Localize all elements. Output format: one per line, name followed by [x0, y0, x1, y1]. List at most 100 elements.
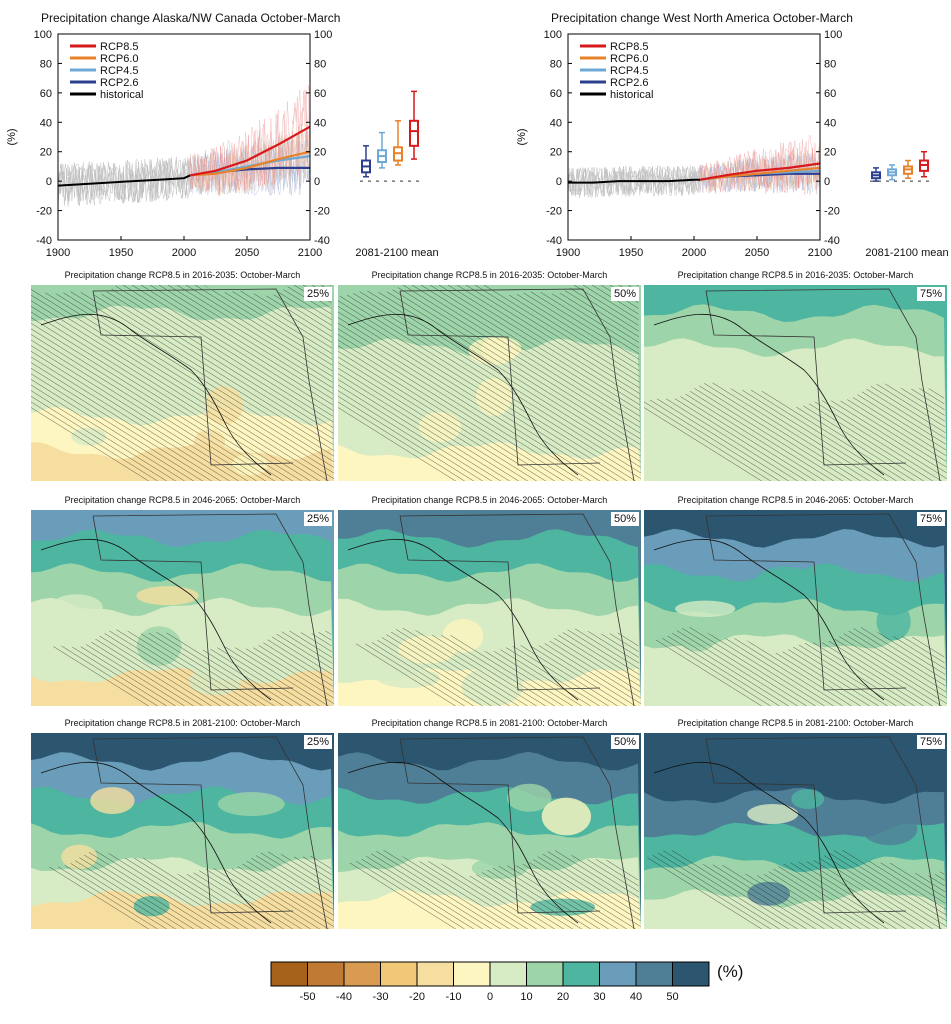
ts1-box-label: 2081-2100 mean	[355, 247, 438, 259]
map-hatching	[338, 285, 641, 481]
map-svg	[31, 733, 334, 929]
map-blob	[747, 804, 799, 824]
ts2-ytick-label-right: 40	[824, 117, 836, 129]
map-row-title: Precipitation change RCP8.5 in 2046-2065…	[371, 495, 608, 505]
ts1-xtick-label: 2000	[172, 247, 196, 259]
map-panel: 25%	[31, 510, 334, 706]
ts2-rcp-member	[700, 147, 821, 193]
ts2-xtick-label: 2100	[808, 247, 832, 259]
colorbar-label: -10	[446, 991, 462, 1001]
ts1-xtick-label: 1950	[109, 247, 133, 259]
colorbar-label: 10	[520, 991, 532, 1001]
ts1-ytick-label-right: 0	[314, 176, 320, 188]
region-boundary	[92, 513, 328, 706]
ts2-ytick-label: -40	[546, 235, 562, 247]
map-blob	[204, 386, 243, 425]
ts2-ytick-label-right: -20	[824, 206, 840, 218]
colorbar-swatch	[562, 961, 600, 987]
map-band	[644, 443, 947, 481]
map-svg	[644, 510, 947, 706]
ts1-xtick-label: 2100	[298, 247, 322, 259]
ts1-rcp-member	[190, 128, 311, 193]
percentile-label: 50%	[610, 512, 639, 526]
region-boundary	[399, 738, 601, 914]
colorbar-label: -20	[409, 991, 425, 1001]
colorbar-label: 50	[666, 991, 678, 1001]
map-blob	[754, 566, 816, 601]
coastline	[347, 538, 579, 701]
ts2-ytick-label-right: 100	[824, 29, 842, 41]
ts2-chart: -40 -40 -20 -20 0 0 20 20 40 40 60 60 80 80 100 100 1900…	[516, 29, 949, 259]
map-blob	[476, 378, 512, 416]
percentile-label: 75%	[916, 735, 945, 749]
ts1-ytick-label-right: 80	[314, 58, 326, 70]
map-blob	[791, 788, 825, 809]
ts1-boxplots	[360, 90, 420, 182]
ts1-ytick-label-right: -40	[314, 235, 330, 247]
map-blob	[442, 618, 484, 653]
map-row-title: Precipitation change RCP8.5 in 2046-2065…	[64, 495, 301, 505]
ts2-ytick-label: 80	[550, 58, 562, 70]
coastline	[653, 761, 885, 924]
map-band	[644, 667, 947, 706]
ts2-xtick-label: 2050	[745, 247, 769, 259]
ts1-rcp-member	[190, 121, 311, 195]
region-boundary	[399, 736, 635, 929]
map-band	[31, 890, 334, 929]
ts1-ytick-label-right: 20	[314, 147, 326, 159]
map-blob	[541, 797, 592, 836]
ts1-hist-member	[57, 158, 191, 206]
ts2-boxplots	[870, 150, 930, 182]
map-row-title: Precipitation change RCP8.5 in 2016-2035…	[64, 270, 301, 280]
colorbar-swatch	[672, 961, 710, 987]
ts1-line-rcp6.0	[190, 150, 311, 177]
ts2-ylabel: (%)	[516, 128, 528, 145]
map-svg	[338, 285, 641, 481]
ts1-rcp-member	[190, 139, 311, 196]
percentile-label: 50%	[610, 735, 639, 749]
ts2-ytick-label-right: 0	[824, 176, 830, 188]
region-boundary	[399, 288, 635, 481]
region-boundary	[705, 288, 941, 481]
ts1-rcp-member	[190, 144, 311, 197]
ts2-ytick-label: 0	[556, 176, 562, 188]
colorbar-swatch	[599, 961, 637, 987]
map-blob	[133, 895, 170, 917]
map-hatching	[338, 627, 641, 706]
ts2-legend-label: RCP8.5	[610, 41, 649, 53]
ts2-ytick-label-right: 80	[824, 58, 836, 70]
ts1-legend-label: RCP8.5	[100, 41, 139, 53]
ts1-line-rcp8.5	[190, 125, 311, 177]
ts2-plot: -40 -40 -20 -20 0 0 20 20 40 40 60 60 80 80 100 100 1900…	[516, 29, 949, 259]
map-panel: 75%	[644, 733, 947, 929]
ts2-rcp-member	[700, 140, 821, 195]
ts1-ytick-label: 60	[40, 88, 52, 100]
ts2-ytick-label: -20	[546, 206, 562, 218]
ts1-chart: -40 -40 -20 -20 0 0 20 20 40 40 60 60 80 80 100 100 1900…	[6, 29, 439, 259]
ts1-legend-label: RCP4.5	[100, 65, 139, 77]
map-hatching	[31, 850, 334, 929]
ts2-rcp-member	[700, 155, 821, 194]
map-panel: 75%	[644, 285, 947, 481]
colorbar-swatch	[270, 961, 308, 987]
coastline	[40, 761, 272, 924]
coastline	[347, 761, 579, 924]
map-panel: 50%	[338, 285, 641, 481]
ts1-ytick-label-right: 40	[314, 117, 326, 129]
region-boundary	[705, 736, 941, 929]
percentile-label: 25%	[303, 735, 332, 749]
region-boundary	[705, 290, 907, 466]
ts2-ytick-label-right: 20	[824, 147, 836, 159]
colorbar-swatch	[635, 961, 673, 987]
ts1-ytick-label: -20	[36, 206, 52, 218]
map-hatching	[31, 285, 334, 481]
colorbar-label: 20	[557, 991, 569, 1001]
percentile-label: 50%	[610, 287, 639, 301]
map-blob	[678, 621, 717, 652]
colorbar-label: 0	[487, 991, 493, 1001]
colorbar-swatch	[416, 961, 454, 987]
ts1-ytick-label: 40	[40, 117, 52, 129]
map-row-title: Precipitation change RCP8.5 in 2081-2100…	[371, 718, 608, 728]
colorbar-swatch	[380, 961, 418, 987]
